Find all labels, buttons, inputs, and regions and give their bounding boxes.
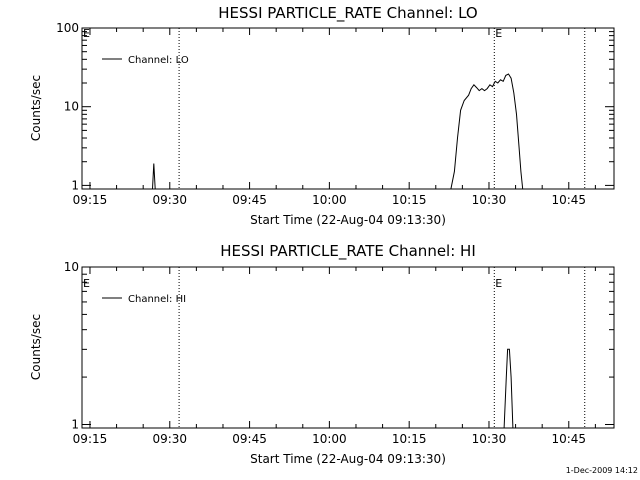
legend-label: Channel: HI bbox=[128, 294, 186, 305]
x-tick-label: 10:15 bbox=[392, 193, 427, 207]
series-line bbox=[503, 348, 514, 429]
x-tick-label: 10:30 bbox=[472, 193, 507, 207]
y-tick-label: 1 bbox=[71, 178, 79, 192]
x-tick-label: 09:30 bbox=[152, 193, 187, 207]
x-axis-label: Start Time (22-Aug-04 09:13:30) bbox=[250, 213, 446, 227]
chart-lo-channel: HESSI PARTICLE_RATE Channel: LO 09:15 09:3… bbox=[29, 4, 615, 227]
y-tick-label: 10 bbox=[64, 100, 79, 114]
x-tick-label: 10:00 bbox=[312, 432, 347, 446]
plot-frame bbox=[81, 27, 615, 190]
x-tick-label: 10:30 bbox=[472, 432, 507, 446]
y-axis-label: Counts/sec bbox=[29, 314, 43, 380]
y-tick-label: 1 bbox=[71, 417, 79, 431]
x-tick-label: 10:15 bbox=[392, 432, 427, 446]
x-tick-label: 09:30 bbox=[152, 432, 187, 446]
event-marker-label: E bbox=[495, 277, 502, 290]
chart-title: HESSI PARTICLE_RATE Channel: HI bbox=[220, 242, 476, 261]
y-axis-label: Counts/sec bbox=[29, 75, 43, 141]
x-tick-label: 09:15 bbox=[73, 193, 108, 207]
event-marker-label: E bbox=[83, 277, 90, 290]
chart-title: HESSI PARTICLE_RATE Channel: LO bbox=[218, 4, 477, 23]
y-tick-label: 100 bbox=[56, 21, 79, 35]
series-line bbox=[450, 73, 524, 190]
x-tick-label: 09:15 bbox=[73, 432, 108, 446]
x-tick-label: 09:45 bbox=[232, 193, 267, 207]
x-tick-label: 10:00 bbox=[312, 193, 347, 207]
y-tick-label: 10 bbox=[64, 260, 79, 274]
plot-frame bbox=[81, 266, 615, 429]
x-tick-label: 09:45 bbox=[232, 432, 267, 446]
legend-label: Channel: LO bbox=[128, 55, 189, 66]
chart-hi-channel: HESSI PARTICLE_RATE Channel: HI 09:15 09:3… bbox=[29, 242, 615, 466]
x-tick-label: 10:45 bbox=[551, 193, 586, 207]
series-line bbox=[152, 163, 156, 190]
footer-timestamp: 1-Dec-2009 14:12 bbox=[566, 466, 638, 475]
x-tick-label: 10:45 bbox=[551, 432, 586, 446]
event-marker-label: E bbox=[83, 27, 90, 40]
x-axis-label: Start Time (22-Aug-04 09:13:30) bbox=[250, 452, 446, 466]
event-marker-label: E bbox=[495, 27, 502, 40]
